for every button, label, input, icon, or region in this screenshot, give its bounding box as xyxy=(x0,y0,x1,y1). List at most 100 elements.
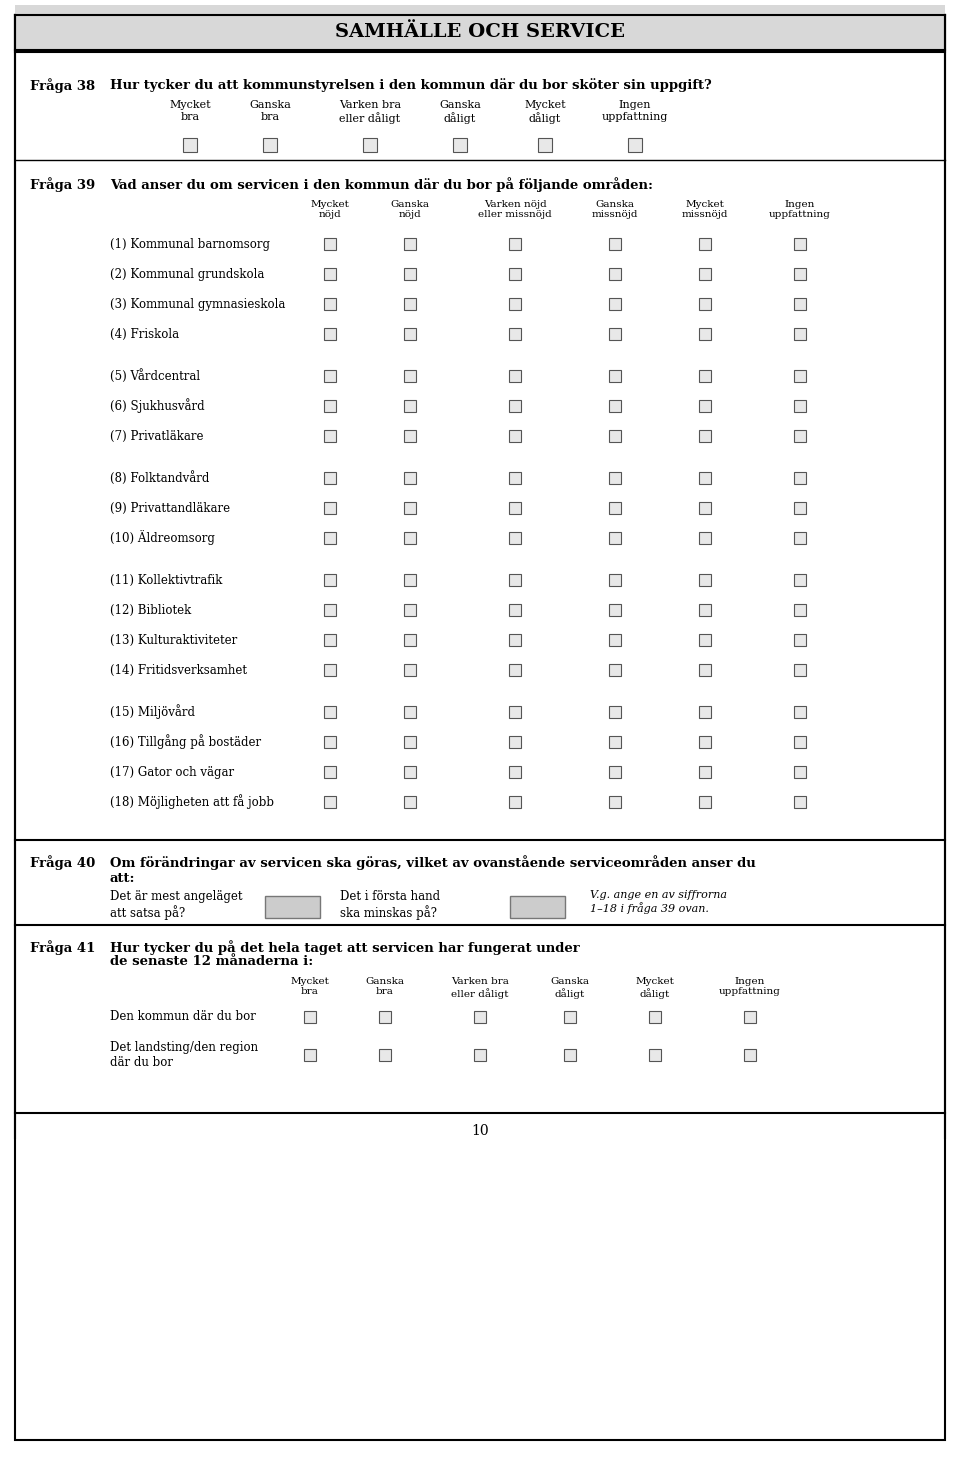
FancyBboxPatch shape xyxy=(794,574,806,586)
FancyBboxPatch shape xyxy=(324,796,336,808)
FancyBboxPatch shape xyxy=(609,502,621,515)
FancyBboxPatch shape xyxy=(509,502,521,515)
FancyBboxPatch shape xyxy=(794,736,806,748)
Text: Om förändringar av servicen ska göras, vilket av ovanstående serviceområden anse: Om förändringar av servicen ska göras, v… xyxy=(110,854,756,885)
Text: (9) Privattandläkare: (9) Privattandläkare xyxy=(110,502,230,515)
FancyBboxPatch shape xyxy=(404,532,416,544)
FancyBboxPatch shape xyxy=(794,297,806,311)
Text: (12) Bibliotek: (12) Bibliotek xyxy=(110,604,191,617)
Text: Hur tycker du på det hela taget att servicen har fungerat under: Hur tycker du på det hela taget att serv… xyxy=(110,940,585,955)
FancyBboxPatch shape xyxy=(649,1048,661,1061)
FancyBboxPatch shape xyxy=(609,268,621,280)
FancyBboxPatch shape xyxy=(609,238,621,249)
FancyBboxPatch shape xyxy=(609,297,621,311)
FancyBboxPatch shape xyxy=(609,328,621,340)
FancyBboxPatch shape xyxy=(324,634,336,646)
FancyBboxPatch shape xyxy=(324,430,336,442)
FancyBboxPatch shape xyxy=(324,502,336,515)
FancyBboxPatch shape xyxy=(699,328,711,340)
Text: (15) Miljövård: (15) Miljövård xyxy=(110,704,195,719)
Text: Den kommun där du bor: Den kommun där du bor xyxy=(110,1010,256,1024)
FancyBboxPatch shape xyxy=(699,502,711,515)
FancyBboxPatch shape xyxy=(509,370,521,382)
Text: (5) Vårdcentral: (5) Vårdcentral xyxy=(110,369,200,383)
FancyBboxPatch shape xyxy=(699,706,711,717)
FancyBboxPatch shape xyxy=(324,574,336,586)
FancyBboxPatch shape xyxy=(324,663,336,677)
Bar xyxy=(510,897,565,919)
FancyBboxPatch shape xyxy=(794,399,806,413)
FancyBboxPatch shape xyxy=(324,532,336,544)
Text: Det är mest angeläget
att satsa på?: Det är mest angeläget att satsa på? xyxy=(110,889,243,920)
FancyBboxPatch shape xyxy=(404,765,416,779)
FancyBboxPatch shape xyxy=(609,634,621,646)
FancyBboxPatch shape xyxy=(794,238,806,249)
FancyBboxPatch shape xyxy=(609,604,621,615)
Text: Fråga 40: Fråga 40 xyxy=(30,854,95,870)
FancyBboxPatch shape xyxy=(509,238,521,249)
FancyBboxPatch shape xyxy=(609,663,621,677)
FancyBboxPatch shape xyxy=(404,370,416,382)
FancyBboxPatch shape xyxy=(363,139,377,152)
FancyBboxPatch shape xyxy=(263,139,277,152)
FancyBboxPatch shape xyxy=(794,765,806,779)
Text: (4) Friskola: (4) Friskola xyxy=(110,328,180,341)
FancyBboxPatch shape xyxy=(794,328,806,340)
FancyBboxPatch shape xyxy=(509,796,521,808)
FancyBboxPatch shape xyxy=(183,139,197,152)
Text: (13) Kulturaktiviteter: (13) Kulturaktiviteter xyxy=(110,633,237,646)
FancyBboxPatch shape xyxy=(509,430,521,442)
Text: Ingen
uppfattning: Ingen uppfattning xyxy=(602,101,668,121)
FancyBboxPatch shape xyxy=(509,268,521,280)
FancyBboxPatch shape xyxy=(304,1010,316,1024)
Text: Fråga 39: Fråga 39 xyxy=(30,176,95,192)
FancyBboxPatch shape xyxy=(509,328,521,340)
FancyBboxPatch shape xyxy=(404,297,416,311)
Text: Mycket
bra: Mycket bra xyxy=(291,977,329,996)
FancyBboxPatch shape xyxy=(794,604,806,615)
FancyBboxPatch shape xyxy=(304,1048,316,1061)
FancyBboxPatch shape xyxy=(509,532,521,544)
Text: (10) Äldreomsorg: (10) Äldreomsorg xyxy=(110,531,215,545)
FancyBboxPatch shape xyxy=(794,370,806,382)
FancyBboxPatch shape xyxy=(509,706,521,717)
FancyBboxPatch shape xyxy=(404,574,416,586)
FancyBboxPatch shape xyxy=(379,1010,391,1024)
Text: Fråga 38: Fråga 38 xyxy=(30,77,95,93)
Text: Vad anser du om servicen i den kommun där du bor på följande områden:: Vad anser du om servicen i den kommun dä… xyxy=(110,176,653,192)
Text: (16) Tillgång på bostäder: (16) Tillgång på bostäder xyxy=(110,735,261,749)
FancyBboxPatch shape xyxy=(509,736,521,748)
FancyBboxPatch shape xyxy=(794,706,806,717)
Text: Ganska
bra: Ganska bra xyxy=(366,977,404,996)
FancyBboxPatch shape xyxy=(404,604,416,615)
FancyBboxPatch shape xyxy=(404,796,416,808)
Text: (18) Möjligheten att få jobb: (18) Möjligheten att få jobb xyxy=(110,795,274,809)
FancyBboxPatch shape xyxy=(324,297,336,311)
FancyBboxPatch shape xyxy=(453,139,467,152)
FancyBboxPatch shape xyxy=(699,268,711,280)
FancyBboxPatch shape xyxy=(404,268,416,280)
FancyBboxPatch shape xyxy=(609,765,621,779)
FancyBboxPatch shape xyxy=(699,604,711,615)
FancyBboxPatch shape xyxy=(794,634,806,646)
FancyBboxPatch shape xyxy=(509,399,521,413)
Text: (3) Kommunal gymnasieskola: (3) Kommunal gymnasieskola xyxy=(110,297,285,311)
FancyBboxPatch shape xyxy=(744,1048,756,1061)
Text: 10: 10 xyxy=(471,1124,489,1139)
Text: Ganska
nöjd: Ganska nöjd xyxy=(391,200,429,219)
FancyBboxPatch shape xyxy=(649,1010,661,1024)
Text: Mycket
nöjd: Mycket nöjd xyxy=(311,200,349,219)
FancyBboxPatch shape xyxy=(794,663,806,677)
Text: (17) Gator och vägar: (17) Gator och vägar xyxy=(110,765,234,779)
Text: Varken bra
eller dåligt: Varken bra eller dåligt xyxy=(339,101,401,124)
FancyBboxPatch shape xyxy=(509,297,521,311)
Text: Hur tycker du att kommunstyrelsen i den kommun där du bor sköter sin uppgift?: Hur tycker du att kommunstyrelsen i den … xyxy=(110,77,711,92)
FancyBboxPatch shape xyxy=(609,472,621,484)
FancyBboxPatch shape xyxy=(379,1048,391,1061)
FancyBboxPatch shape xyxy=(699,765,711,779)
FancyBboxPatch shape xyxy=(609,399,621,413)
Text: Det landsting/den region
där du bor: Det landsting/den region där du bor xyxy=(110,1041,258,1069)
Text: SAMHÄLLE OCH SERVICE: SAMHÄLLE OCH SERVICE xyxy=(335,23,625,41)
FancyBboxPatch shape xyxy=(509,574,521,586)
FancyBboxPatch shape xyxy=(699,663,711,677)
